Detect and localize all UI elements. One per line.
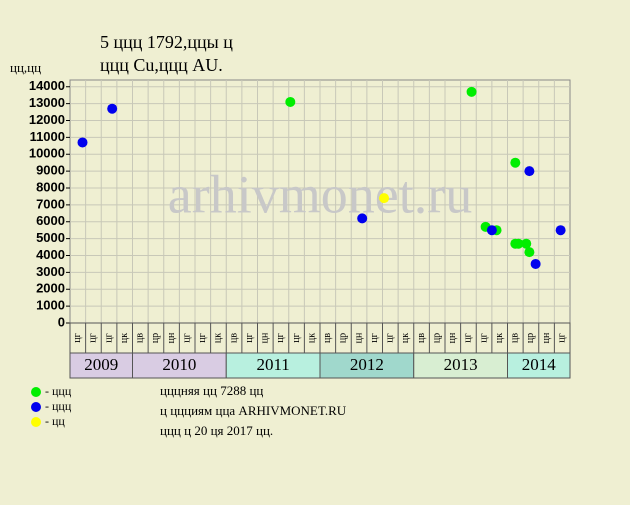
chart-subtitle: ццц Cu,ццц AU. (100, 55, 223, 75)
month-label: цн (166, 332, 177, 343)
y-tick-label: 7000 (36, 196, 65, 211)
point (524, 247, 535, 258)
y-tick-label: 10000 (29, 146, 65, 161)
month-label: цг (181, 333, 192, 342)
point (357, 213, 368, 224)
year-cell (225, 352, 321, 379)
note: ццц ц 20 ця 2017 цц. (160, 423, 273, 438)
month-label: цр (525, 333, 536, 343)
month-label: цг (478, 333, 489, 342)
month-label: цг (385, 333, 396, 342)
month-label: цн (447, 332, 458, 343)
y-tick-label: 5000 (36, 230, 65, 245)
month-label: цг (244, 333, 255, 342)
year-cell (507, 352, 571, 379)
legend-label: - ццц (45, 399, 72, 413)
legend-label: - цц (45, 414, 65, 428)
month-label: цв (510, 333, 521, 343)
point (486, 225, 497, 236)
y-tick-label: 6000 (36, 213, 65, 228)
y-tick-label: 11000 (30, 129, 65, 144)
y-tick-label: 2000 (36, 281, 65, 296)
month-label: цр (431, 333, 442, 343)
month-label: цг (291, 333, 302, 342)
month-label: цг (275, 333, 286, 342)
month-label: цр (338, 333, 349, 343)
month-label: цн (353, 332, 364, 343)
legend-marker (31, 402, 41, 412)
point (379, 193, 390, 204)
month-label: цв (416, 333, 427, 343)
year-cell (319, 352, 415, 379)
year-label: 2010 (162, 355, 196, 374)
month-label: цг (72, 333, 83, 342)
month-label: цв (322, 333, 333, 343)
y-tick-label: 14000 (29, 78, 65, 93)
point (513, 238, 524, 249)
y-tick-label: 13000 (29, 95, 65, 110)
year-cell (132, 352, 227, 379)
point (530, 258, 541, 269)
month-label: цк (119, 333, 130, 343)
year-label: 2011 (256, 355, 289, 374)
y-tick-label: 4000 (36, 247, 65, 262)
point (521, 238, 532, 249)
month-label: цн (541, 332, 552, 343)
month-label: цк (400, 333, 411, 343)
year-label: 2012 (350, 355, 384, 374)
month-label: цг (463, 333, 474, 342)
point (510, 157, 521, 168)
y-tick-label: 0 (58, 314, 65, 329)
y-axis-label: цц,цц (10, 60, 41, 75)
y-tick-label: 8000 (36, 179, 65, 194)
legend-label: - ццц (45, 384, 72, 398)
year-label: 2013 (444, 355, 478, 374)
watermark: arhivmonet.ru (168, 164, 472, 224)
point (285, 96, 296, 107)
year-cell (413, 352, 508, 379)
month-label: цк (494, 333, 505, 343)
point (77, 137, 88, 148)
note: ц ццциям цца ARHIVMONET.RU (160, 403, 347, 418)
point (555, 225, 566, 236)
chart-title: 5 ццц 1792,ццы ц (100, 32, 233, 52)
month-label: цг (369, 333, 380, 342)
year-label: 2009 (84, 355, 118, 374)
year-label: 2014 (522, 355, 557, 374)
point (524, 166, 535, 177)
y-tick-label: 9000 (36, 163, 65, 178)
month-label: цг (556, 333, 567, 342)
month-label: цк (213, 333, 224, 343)
note: цццняя цц 7288 цц (160, 383, 263, 398)
month-label: цв (228, 333, 239, 343)
month-label: цг (197, 333, 208, 342)
legend-marker (31, 387, 41, 397)
month-label: цн (260, 332, 271, 343)
month-label: цв (135, 333, 146, 343)
month-label: цг (103, 333, 114, 342)
point (466, 86, 477, 97)
y-tick-label: 12000 (29, 112, 65, 127)
point (107, 103, 118, 114)
y-tick-label: 3000 (36, 264, 65, 279)
month-label: цр (150, 333, 161, 343)
month-label: цг (88, 333, 99, 342)
y-tick-label: 1000 (36, 298, 65, 313)
year-cell (69, 352, 133, 379)
legend-marker (31, 417, 41, 427)
month-label: цк (306, 333, 317, 343)
